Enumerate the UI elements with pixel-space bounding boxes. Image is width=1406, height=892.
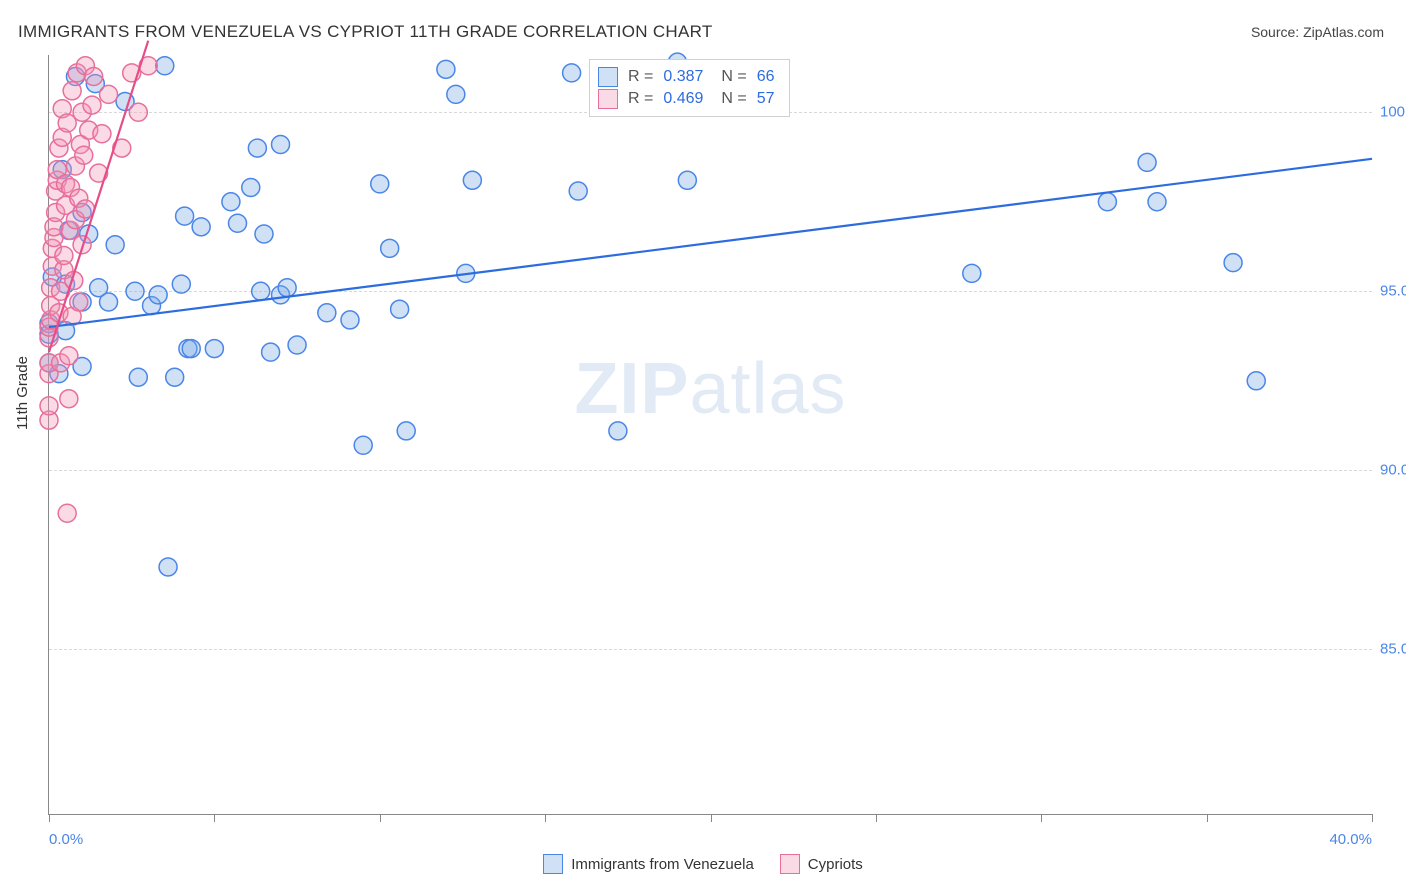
x-tick bbox=[545, 814, 546, 822]
stats-legend: R = 0.387 N = 66 R = 0.469 N = 57 bbox=[589, 59, 790, 117]
scatter-point bbox=[272, 136, 290, 154]
scatter-point bbox=[83, 96, 101, 114]
x-tick-label-right: 40.0% bbox=[1329, 831, 1372, 848]
scatter-point bbox=[354, 436, 372, 454]
scatter-point bbox=[60, 390, 78, 408]
scatter-point bbox=[166, 368, 184, 386]
n-value-series1: 66 bbox=[757, 68, 775, 86]
n-label: N = bbox=[721, 68, 746, 86]
legend-swatch-series2 bbox=[780, 854, 800, 874]
scatter-point bbox=[222, 193, 240, 211]
swatch-series2 bbox=[598, 89, 618, 109]
source-attribution: Source: ZipAtlas.com bbox=[1251, 24, 1384, 40]
legend-label-series2: Cypriots bbox=[808, 856, 863, 873]
scatter-point bbox=[397, 422, 415, 440]
scatter-point bbox=[93, 125, 111, 143]
bottom-legend: Immigrants from Venezuela Cypriots bbox=[0, 854, 1406, 874]
x-tick bbox=[711, 814, 712, 822]
scatter-point bbox=[248, 139, 266, 157]
x-tick bbox=[1372, 814, 1373, 822]
y-tick-label: 90.0% bbox=[1380, 462, 1406, 479]
scatter-point bbox=[75, 146, 93, 164]
swatch-series1 bbox=[598, 67, 618, 87]
chart-svg bbox=[49, 55, 1372, 814]
plot-area: ZIPatlas 85.0%90.0%95.0%100.0% 0.0%40.0%… bbox=[48, 55, 1372, 815]
scatter-point bbox=[100, 85, 118, 103]
x-tick bbox=[876, 814, 877, 822]
r-label: R = bbox=[628, 68, 653, 86]
scatter-point bbox=[63, 82, 81, 100]
source-name: ZipAtlas.com bbox=[1303, 24, 1384, 40]
scatter-point bbox=[341, 311, 359, 329]
chart-container: IMMIGRANTS FROM VENEZUELA VS CYPRIOT 11T… bbox=[0, 0, 1406, 892]
x-tick-label-left: 0.0% bbox=[49, 831, 83, 848]
scatter-point bbox=[278, 279, 296, 297]
scatter-point bbox=[176, 207, 194, 225]
scatter-point bbox=[1098, 193, 1116, 211]
x-tick bbox=[380, 814, 381, 822]
r-label: R = bbox=[628, 90, 653, 108]
scatter-point bbox=[371, 175, 389, 193]
legend-item-series2: Cypriots bbox=[780, 854, 863, 874]
scatter-point bbox=[40, 397, 58, 415]
legend-item-series1: Immigrants from Venezuela bbox=[543, 854, 754, 874]
scatter-point bbox=[129, 368, 147, 386]
scatter-point bbox=[229, 214, 247, 232]
scatter-point bbox=[1138, 153, 1156, 171]
scatter-point bbox=[129, 103, 147, 121]
stats-row-series1: R = 0.387 N = 66 bbox=[598, 67, 775, 87]
scatter-point bbox=[463, 171, 481, 189]
n-label: N = bbox=[721, 90, 746, 108]
chart-title: IMMIGRANTS FROM VENEZUELA VS CYPRIOT 11T… bbox=[18, 22, 713, 42]
scatter-point bbox=[1148, 193, 1166, 211]
r-value-series1: 0.387 bbox=[663, 68, 703, 86]
y-axis-label: 11th Grade bbox=[14, 356, 31, 430]
scatter-point bbox=[55, 246, 73, 264]
scatter-point bbox=[126, 282, 144, 300]
scatter-point bbox=[569, 182, 587, 200]
scatter-point bbox=[156, 57, 174, 75]
scatter-point bbox=[205, 340, 223, 358]
scatter-point bbox=[100, 293, 118, 311]
scatter-point bbox=[381, 239, 399, 257]
n-value-series2: 57 bbox=[757, 90, 775, 108]
scatter-point bbox=[1224, 254, 1242, 272]
scatter-point bbox=[563, 64, 581, 82]
scatter-point bbox=[963, 264, 981, 282]
y-tick-label: 100.0% bbox=[1380, 104, 1406, 121]
scatter-point bbox=[172, 275, 190, 293]
scatter-point bbox=[159, 558, 177, 576]
y-tick-label: 95.0% bbox=[1380, 283, 1406, 300]
scatter-point bbox=[262, 343, 280, 361]
scatter-point bbox=[149, 286, 167, 304]
x-tick bbox=[214, 814, 215, 822]
scatter-point bbox=[192, 218, 210, 236]
scatter-point bbox=[678, 171, 696, 189]
scatter-point bbox=[70, 293, 88, 311]
scatter-point bbox=[391, 300, 409, 318]
x-tick bbox=[1041, 814, 1042, 822]
scatter-point bbox=[437, 60, 455, 78]
scatter-point bbox=[60, 347, 78, 365]
source-prefix: Source: bbox=[1251, 24, 1303, 40]
scatter-point bbox=[252, 282, 270, 300]
scatter-point bbox=[318, 304, 336, 322]
scatter-point bbox=[242, 178, 260, 196]
legend-swatch-series1 bbox=[543, 854, 563, 874]
x-tick bbox=[49, 814, 50, 822]
y-tick-label: 85.0% bbox=[1380, 641, 1406, 658]
scatter-point bbox=[182, 340, 200, 358]
legend-label-series1: Immigrants from Venezuela bbox=[571, 856, 754, 873]
scatter-point bbox=[288, 336, 306, 354]
scatter-point bbox=[106, 236, 124, 254]
scatter-point bbox=[255, 225, 273, 243]
r-value-series2: 0.469 bbox=[663, 90, 703, 108]
scatter-point bbox=[1247, 372, 1265, 390]
scatter-point bbox=[447, 85, 465, 103]
scatter-point bbox=[85, 67, 103, 85]
scatter-point bbox=[609, 422, 627, 440]
x-tick bbox=[1207, 814, 1208, 822]
scatter-point bbox=[58, 504, 76, 522]
stats-row-series2: R = 0.469 N = 57 bbox=[598, 89, 775, 109]
